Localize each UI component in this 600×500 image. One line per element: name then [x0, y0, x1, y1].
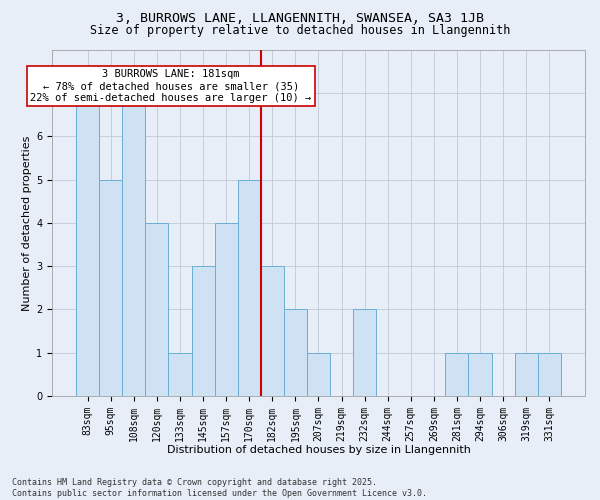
Bar — [353, 310, 376, 396]
Text: Contains HM Land Registry data © Crown copyright and database right 2025.
Contai: Contains HM Land Registry data © Crown c… — [12, 478, 427, 498]
Bar — [445, 352, 469, 396]
Bar — [99, 180, 122, 396]
Text: 3 BURROWS LANE: 181sqm
← 78% of detached houses are smaller (35)
22% of semi-det: 3 BURROWS LANE: 181sqm ← 78% of detached… — [30, 70, 311, 102]
X-axis label: Distribution of detached houses by size in Llangennith: Distribution of detached houses by size … — [167, 445, 470, 455]
Text: 3, BURROWS LANE, LLANGENNITH, SWANSEA, SA3 1JB: 3, BURROWS LANE, LLANGENNITH, SWANSEA, S… — [116, 12, 484, 26]
Bar — [515, 352, 538, 396]
Text: Size of property relative to detached houses in Llangennith: Size of property relative to detached ho… — [90, 24, 510, 37]
Bar — [191, 266, 215, 396]
Y-axis label: Number of detached properties: Number of detached properties — [22, 135, 32, 310]
Bar — [215, 223, 238, 396]
Bar — [122, 93, 145, 396]
Bar — [284, 310, 307, 396]
Bar — [145, 223, 169, 396]
Bar — [261, 266, 284, 396]
Bar — [169, 352, 191, 396]
Bar — [538, 352, 561, 396]
Bar — [76, 93, 99, 396]
Bar — [238, 180, 261, 396]
Bar — [469, 352, 491, 396]
Bar — [307, 352, 330, 396]
